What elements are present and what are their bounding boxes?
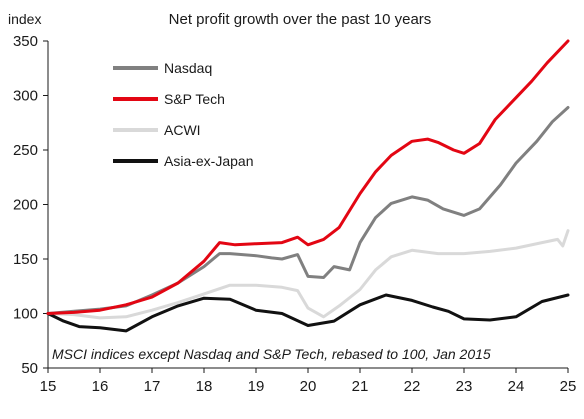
legend-label-acwi: ACWI [164,122,201,138]
x-tick-label: 16 [92,378,109,395]
chart-title: Net profit growth over the past 10 years [169,11,432,28]
y-axis: 50 100 150 200 250 300 350 [13,33,49,377]
series-line-s-p-tech [46,39,570,315]
x-tick-label: 25 [560,378,577,395]
x-tick-label: 21 [352,378,369,395]
legend: Nasdaq S&P Tech ACWI Asia-ex-Japan [113,60,254,169]
x-tick-label: 15 [40,378,57,395]
x-axis: 15 16 17 18 19 20 21 22 23 24 25 [40,367,577,395]
y-tick-label: 350 [13,33,38,50]
legend-label-s-p-tech: S&P Tech [164,91,225,107]
series-line-acwi [46,229,570,320]
y-tick-label: 50 [21,360,38,377]
x-tick-label: 23 [456,378,473,395]
series-line-asia-ex-japan [46,293,570,333]
y-tick-label: 150 [13,251,38,268]
x-tick-label: 24 [508,378,525,395]
legend-label-nasdaq: Nasdaq [164,60,212,76]
y-tick-label: 300 [13,88,38,105]
x-tick-label: 19 [248,378,265,395]
y-tick-label: 100 [13,306,38,323]
legend-label-asia-ex-japan: Asia-ex-Japan [164,153,254,169]
series-line-nasdaq [46,106,570,315]
x-tick-label: 18 [196,378,213,395]
x-tick-label: 22 [404,378,421,395]
x-tick-label: 17 [144,378,161,395]
y-axis-label: index [8,11,41,27]
y-tick-label: 250 [13,142,38,159]
y-tick-label: 200 [13,197,38,214]
series-layer [46,39,570,333]
x-tick-label: 20 [300,378,317,395]
chart-annotation: MSCI indices except Nasdaq and S&P Tech,… [52,346,491,362]
